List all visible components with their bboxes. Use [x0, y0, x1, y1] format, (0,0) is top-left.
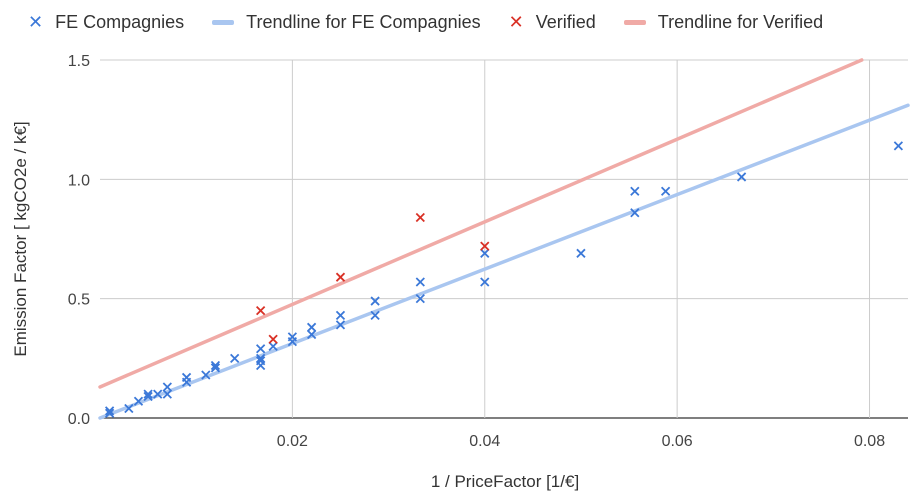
y-tick-label: 1.5	[68, 53, 90, 70]
data-point	[201, 370, 211, 380]
data-point	[335, 272, 346, 282]
data-point	[133, 396, 144, 406]
legend-label: Verified	[535, 11, 596, 32]
data-point	[630, 186, 640, 196]
data-point	[480, 241, 490, 251]
data-point	[287, 336, 298, 347]
data-point	[415, 277, 425, 287]
data-point	[256, 353, 266, 363]
data-point	[306, 322, 317, 332]
legend-item-fe-compagnies: ✕ FE Compagnies	[28, 12, 184, 33]
data-point	[181, 377, 192, 387]
data-point	[335, 320, 346, 330]
legend-label: FE Compagnies	[55, 11, 185, 32]
data-point	[893, 141, 904, 151]
data-point	[104, 406, 115, 416]
x-tick-label: 0.04	[469, 433, 500, 450]
x-tick-label: 0.06	[662, 433, 693, 450]
data-point	[370, 296, 380, 306]
data-point	[268, 341, 278, 352]
x-axis-ticks: 0.02 0.04 0.06 0.08	[277, 433, 885, 450]
x-tick-label: 0.02	[277, 433, 308, 450]
blue-line-icon	[212, 19, 235, 25]
y-tick-label: 1.0	[68, 172, 90, 189]
legend: ✕ FE Compagnies Trendline for FE Compagn…	[0, 8, 910, 36]
data-point	[210, 363, 221, 373]
data-point	[306, 329, 317, 340]
red-x-marker-icon: ✕	[508, 12, 524, 32]
legend-label: Trendline for FE Compagnies	[246, 11, 481, 32]
y-tick-label: 0.5	[68, 292, 90, 309]
data-point	[736, 172, 747, 182]
data-point	[143, 389, 153, 399]
data-point	[630, 208, 640, 218]
data-point	[256, 360, 266, 371]
legend-item-trendline-fe-compagnies: Trendline for FE Compagnies	[212, 11, 481, 33]
blue-x-marker-icon: ✕	[28, 12, 44, 32]
legend-item-trendline-verified: Trendline for Verified	[623, 11, 824, 33]
data-point	[415, 212, 425, 223]
data-point	[480, 277, 490, 287]
data-point	[162, 382, 172, 392]
data-point	[143, 391, 153, 402]
data-point	[268, 334, 278, 344]
data-point	[230, 353, 240, 363]
data-point	[124, 403, 134, 414]
data-point	[104, 408, 115, 418]
red-line-icon	[623, 19, 646, 25]
legend-item-verified: ✕ Verified	[509, 12, 596, 33]
data-point	[210, 360, 221, 371]
x-axis-title: 1 / PriceFactor [1/€]	[431, 472, 579, 491]
data-point	[162, 389, 172, 399]
data-point	[480, 248, 490, 258]
y-axis-title: Emission Factor [ kgCO2e / k€]	[11, 121, 30, 356]
data-point	[660, 186, 671, 196]
data-points	[104, 141, 904, 418]
data-point	[370, 310, 380, 321]
trendline	[98, 103, 910, 420]
data-point	[415, 294, 425, 304]
data-point	[256, 305, 266, 316]
y-tick-label: 0.0	[68, 411, 90, 428]
trendlines	[98, 58, 910, 420]
data-point	[335, 310, 346, 321]
data-point	[256, 344, 266, 354]
grid-lines	[100, 59, 908, 419]
data-point	[576, 248, 586, 258]
y-axis-ticks: 0.0 0.5 1.0 1.5	[68, 53, 90, 428]
legend-label: Trendline for Verified	[657, 11, 824, 32]
data-point	[153, 389, 163, 399]
trendline	[98, 58, 864, 389]
x-tick-label: 0.08	[854, 433, 885, 450]
